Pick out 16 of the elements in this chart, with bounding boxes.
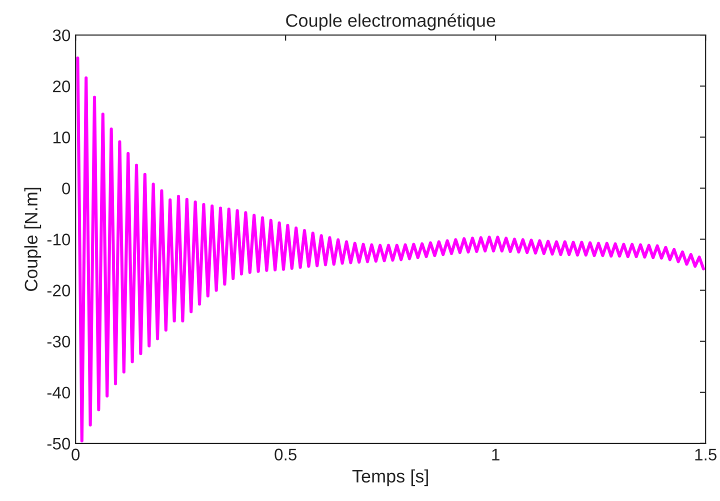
x-tick-label: 0.5 [274,448,296,460]
y-tick-label: 20 [53,80,70,92]
y-tick-label: -20 [47,284,70,296]
y-axis-title: Couple [N.m] [24,188,42,291]
x-axis-title: Temps [s] [352,469,428,486]
y-tick-label: -40 [47,386,70,399]
y-tick-label: -30 [47,336,70,348]
y-tick-label: 0 [62,182,70,194]
y-tick-label: -50 [47,438,70,450]
x-tick-label: 1 [492,448,500,460]
x-tick-label: 1.5 [695,448,716,460]
x-tick-label: 0 [72,448,80,460]
y-tick-label: -10 [47,234,70,246]
y-tick-label: 10 [53,132,70,144]
chart-title: Couple electromagnétique [286,13,496,30]
y-tick-label: 30 [52,29,70,42]
